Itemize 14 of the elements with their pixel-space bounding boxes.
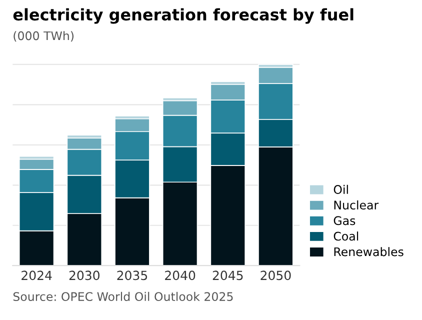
legend-label: Nuclear bbox=[334, 200, 379, 210]
legend-label: Gas bbox=[334, 216, 356, 226]
x-tick-label: 2030 bbox=[69, 270, 100, 280]
legend-label: Oil bbox=[334, 184, 348, 194]
x-tick-label: 2040 bbox=[165, 270, 196, 280]
x-tick-label: 2024 bbox=[22, 270, 52, 280]
chart-subtitle: (000 TWh) bbox=[14, 31, 74, 42]
x-tick-label: 2035 bbox=[117, 270, 148, 280]
source-note: Source: OPEC World Oil Outlook 2025 bbox=[13, 292, 233, 302]
x-tick-label: 2045 bbox=[212, 270, 243, 280]
x-tick-label: 2050 bbox=[260, 270, 291, 280]
chart-title: electricity generation forecast by fuel bbox=[13, 8, 354, 24]
legend-label: Renewables bbox=[334, 247, 404, 256]
legend-label: Coal bbox=[334, 232, 358, 241]
